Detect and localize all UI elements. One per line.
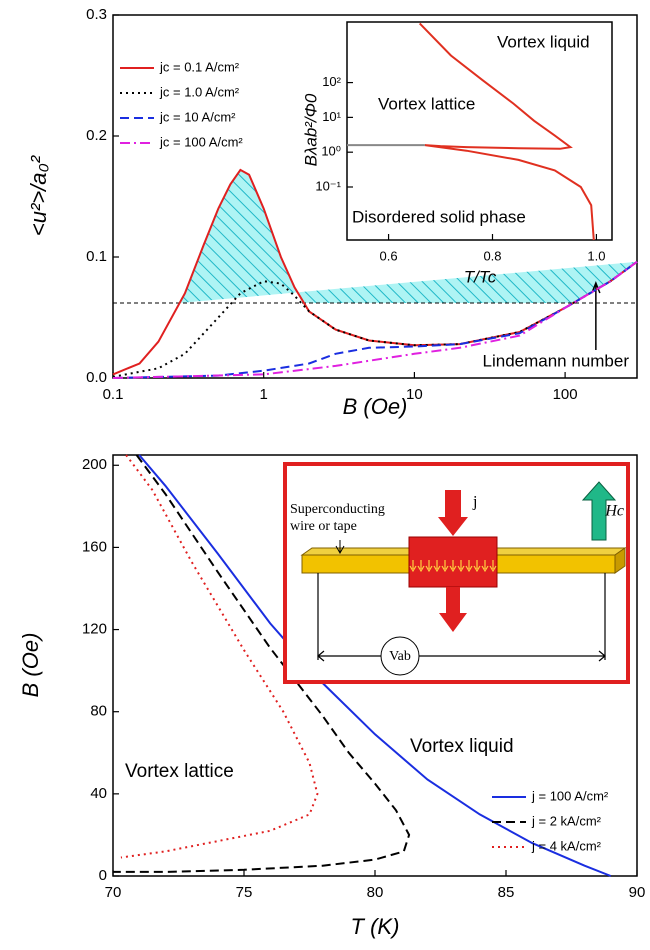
current-arrow-small [489,560,497,573]
hatched-area [179,169,637,303]
y-axis-label: B (Oe) [18,633,43,698]
label-arrow [335,540,345,555]
y-tick-label: 0.2 [86,127,107,144]
current-arrow-in [438,490,468,536]
series-line [112,260,638,379]
x-tick-label: 70 [105,884,122,901]
field-label: Hc [604,503,624,520]
wire-label: wire or tape [290,519,357,534]
x-tick-label: 10 [406,386,423,403]
wire-end [614,547,626,574]
y-axis-label: Bλab²/Φ0 [301,93,320,166]
series-line [112,260,638,379]
voltage-leads [317,573,606,662]
voltmeter [380,636,420,676]
series-line [112,168,638,376]
reference-arrow [591,280,601,350]
series-line [113,454,411,873]
legend-label: jc = 10 A/cm² [159,109,236,124]
y-tick-label: 80 [90,703,107,720]
x-tick-label: 0.1 [103,386,124,403]
current-arrow-small [473,560,481,573]
y-tick-label: 200 [82,456,107,473]
current-arrow-small [457,560,465,573]
x-tick-label: 80 [367,884,384,901]
y-tick-label: 0.1 [86,248,107,265]
y-tick-label: 10⁰ [321,144,341,159]
annotation: Vortex lattice [378,94,475,113]
x-tick-label: 100 [553,386,578,403]
legend-label: jc = 100 A/cm² [159,134,243,149]
current-arrow-small [465,560,473,573]
series-line [138,454,612,877]
wire-label: Superconducting [290,502,385,517]
y-tick-label: 0.0 [86,369,107,386]
current-arrow-small [433,560,441,573]
voltage-label: Vab [389,649,411,664]
annotation: Vortex lattice [125,761,234,782]
x-axis-label: B (Oe) [343,394,408,419]
legend-label: jc = 0.1 A/cm² [159,59,240,74]
series-line [112,260,638,378]
current-arrow-small [441,560,449,573]
current-arrow-out [439,587,467,632]
y-tick-label: 10⁻¹ [315,178,341,193]
y-tick-label: 0 [99,867,107,884]
x-tick-label: 0.8 [483,248,501,263]
y-tick-label: 40 [90,785,107,802]
y-tick-label: 10¹ [322,109,341,124]
x-tick-label: 90 [629,884,646,901]
current-arrow-small [409,560,417,573]
annotation: Vortex liquid [497,32,590,51]
annotation: Disordered solid phase [352,207,526,226]
field-arrow [581,481,617,541]
y-axis-label: <u²>/a₀² [26,155,51,236]
legend-label: j = 2 kA/cm² [531,813,602,828]
y-tick-label: 0.3 [86,6,107,23]
current-arrow-small [449,560,457,573]
x-axis-label: T (K) [351,914,400,939]
reference-label: Lindemann number [483,351,630,370]
inset-frame [346,21,613,241]
current-label: j [472,494,477,511]
legend-label: j = 100 A/cm² [531,788,609,803]
x-tick-label: 1.0 [587,248,605,263]
annotation: Vortex liquid [410,736,514,757]
inset-diagram: Superconducting wire or tape j Hc Vab [283,462,630,684]
legend-label: jc = 1.0 A/cm² [159,84,240,99]
y-tick-label: 120 [82,621,107,638]
x-tick-label: 75 [236,884,253,901]
y-tick-label: 10² [322,74,341,89]
current-arrow-small [417,560,425,573]
y-tick-label: 160 [82,538,107,555]
current-arrow-small [425,560,433,573]
legend-label: j = 4 kA/cm² [531,838,602,853]
series-line [120,454,319,859]
x-tick-label: 85 [498,884,515,901]
x-tick-label: 0.6 [380,248,398,263]
x-axis-label: T/Tc [464,267,497,286]
series-line [418,22,595,241]
x-tick-label: 1 [260,386,268,403]
current-arrow-small [481,560,489,573]
